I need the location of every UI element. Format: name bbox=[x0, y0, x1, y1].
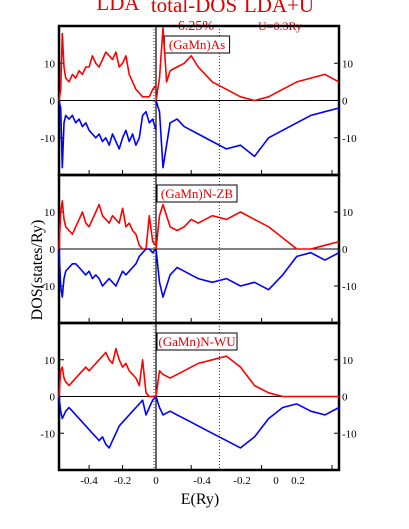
ldau-spin-down-curve bbox=[155, 396, 340, 449]
ldau-spin-up-curve bbox=[155, 203, 340, 250]
y-tick-label-left: 10 bbox=[44, 207, 56, 219]
y-tick-label-left: -10 bbox=[40, 281, 55, 293]
y-tick-label-left: 10 bbox=[44, 58, 56, 70]
y-tick-label-right: 0 bbox=[342, 392, 348, 404]
x-tick-label-right: 0.2 bbox=[291, 475, 305, 487]
lda-column-title: LDA bbox=[96, 0, 140, 15]
lda-spin-down-curve bbox=[58, 395, 157, 449]
panel-label: (GaMn)As bbox=[169, 37, 225, 52]
lda-spin-down-curve bbox=[58, 100, 157, 169]
panel-label: (GaMn)N-ZB bbox=[161, 186, 234, 201]
y-tick-label-left: 10 bbox=[44, 355, 56, 367]
lda-spin-up-curve bbox=[58, 347, 156, 398]
x-tick-label-right: 0 bbox=[273, 475, 279, 487]
ldau-spin-down-curve bbox=[155, 248, 340, 298]
y-tick-label-right: 10 bbox=[342, 355, 354, 367]
y-tick-label-left: 0 bbox=[50, 392, 56, 404]
total-dos-title: total-DOS bbox=[151, 0, 237, 17]
panel-0: 10 10 0 0 -10 -10 (GaMn)As bbox=[40, 24, 357, 177]
x-tick-label-right: -0.2 bbox=[233, 475, 250, 487]
y-tick-label-right: 0 bbox=[342, 96, 348, 108]
y-tick-label-left: 0 bbox=[50, 96, 56, 108]
y-tick-label-right: 10 bbox=[342, 58, 354, 70]
x-tick-label-left: -0.4 bbox=[80, 475, 98, 487]
ldau-spin-down-curve bbox=[155, 100, 340, 169]
lda-spin-up-curve bbox=[58, 32, 157, 101]
x-axis-label: E(Ry) bbox=[181, 491, 219, 508]
y-tick-label-right: 10 bbox=[342, 207, 354, 219]
panel-label-box bbox=[156, 332, 238, 351]
x-tick-label-left: -0.2 bbox=[114, 475, 131, 487]
y-tick-label-left: -10 bbox=[40, 428, 55, 440]
y-tick-label-left: -10 bbox=[40, 133, 55, 145]
y-axis-label: DOS(states/Ry) bbox=[29, 220, 46, 321]
y-tick-label-right: -10 bbox=[342, 133, 357, 145]
y-tick-label-right: 0 bbox=[342, 244, 348, 256]
ldau-spin-up-curve bbox=[155, 27, 340, 102]
y-tick-label-right: -10 bbox=[342, 281, 357, 293]
y-tick-label-left: 0 bbox=[50, 244, 56, 256]
panels-group: 10 10 0 0 -10 -10 (GaMn)As 10 10 0 0 -10 -10 (GaMn)N-… bbox=[40, 24, 357, 487]
x-tick-label-right: -0.4 bbox=[193, 475, 211, 487]
ldau-column-title: LDA+U bbox=[244, 0, 314, 17]
panel-label-box bbox=[156, 184, 238, 203]
lda-spin-down-curve bbox=[58, 248, 157, 298]
y-tick-label-right: -10 bbox=[342, 428, 357, 440]
lda-spin-up-curve bbox=[58, 200, 157, 250]
panel-label: (GaMn)N-WU bbox=[158, 334, 236, 349]
ldau-spin-up-curve bbox=[155, 355, 339, 398]
x-tick-label-left: 0 bbox=[153, 475, 159, 487]
